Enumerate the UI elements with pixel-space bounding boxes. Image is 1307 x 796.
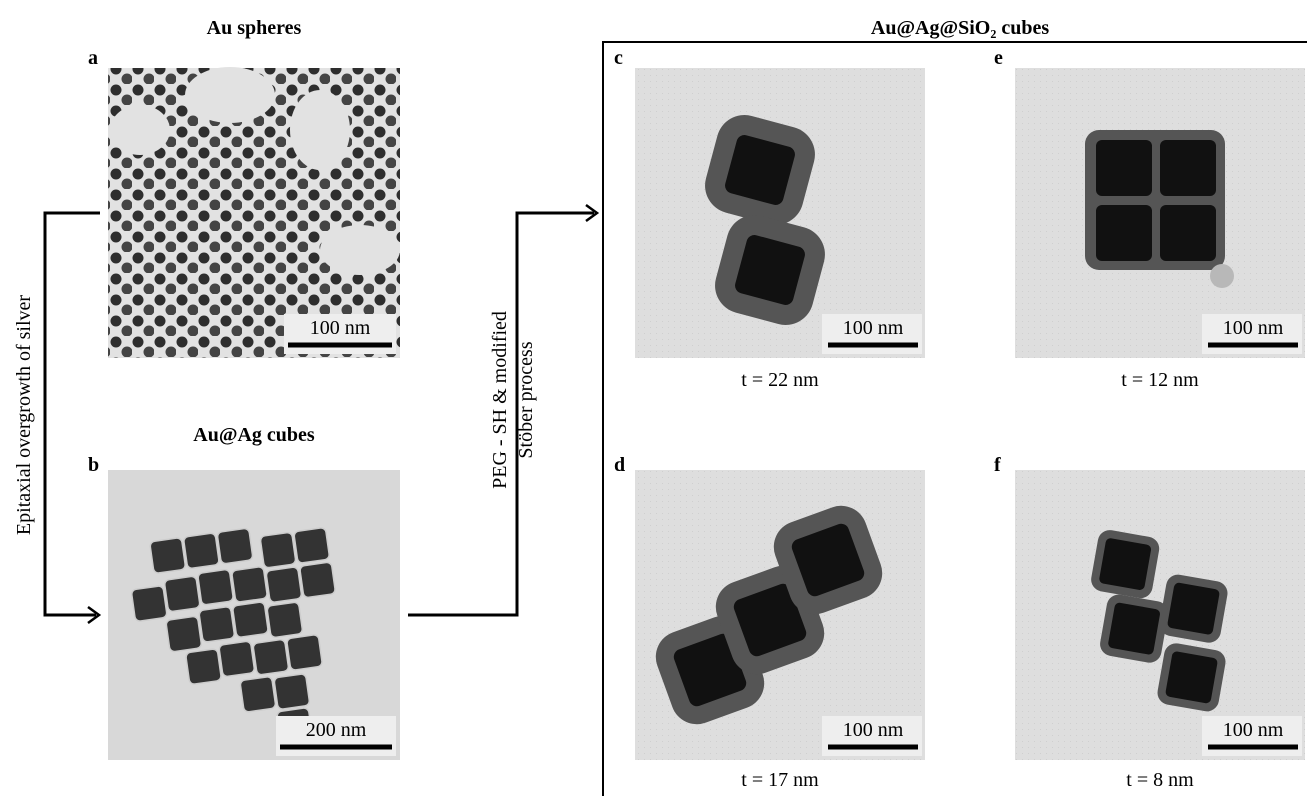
arrow-label: Stöber process	[515, 341, 537, 458]
scale-bar: 100 nm	[822, 716, 922, 756]
caption: t = 17 nm	[741, 769, 819, 791]
panel-label: c	[614, 47, 623, 69]
scale-bar-label: 100 nm	[1223, 317, 1284, 339]
micrograph	[1015, 68, 1305, 358]
panel-label: a	[88, 47, 98, 69]
scale-bar: 100 nm	[1202, 716, 1302, 756]
caption: t = 22 nm	[741, 369, 819, 391]
micrograph	[635, 68, 925, 358]
group-frame	[602, 41, 1307, 796]
caption: t = 12 nm	[1121, 369, 1199, 391]
scale-bar: 100 nm	[1202, 314, 1302, 354]
scale-bar-label: 100 nm	[843, 317, 904, 339]
panel-label: f	[994, 454, 1001, 476]
scale-bar: 100 nm	[822, 314, 922, 354]
panel-title: Au@Ag cubes	[193, 424, 315, 446]
scale-bar: 200 nm	[276, 716, 396, 756]
scale-bar-label: 100 nm	[1223, 719, 1284, 741]
panel-label: e	[994, 47, 1003, 69]
scale-bar-label: 200 nm	[306, 719, 367, 741]
panel-label: b	[88, 454, 99, 476]
arrow-label: Epitaxial overgrowth of silver	[13, 295, 35, 535]
arrow	[43, 211, 102, 625]
scale-bar: 100 nm	[284, 314, 396, 354]
arrow	[408, 203, 600, 617]
micrograph	[635, 470, 925, 760]
caption: t = 8 nm	[1126, 769, 1194, 791]
micrograph	[108, 67, 400, 358]
scale-bar-label: 100 nm	[310, 317, 371, 339]
scale-bar-label: 100 nm	[843, 719, 904, 741]
panel-label: d	[614, 454, 625, 476]
micrograph	[1015, 470, 1305, 760]
group-title: Au@Ag@SiO₂ cubes	[871, 17, 1049, 39]
arrow-label: PEG - SH & modified	[489, 311, 511, 489]
panel-title: Au spheres	[207, 17, 302, 39]
